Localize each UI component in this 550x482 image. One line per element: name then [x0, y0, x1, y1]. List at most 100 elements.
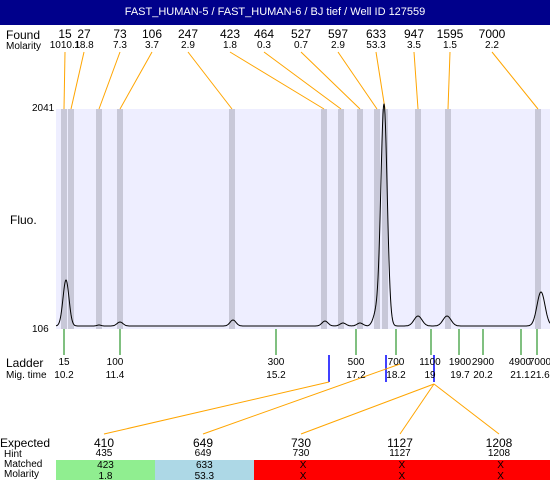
peak-leader-line: [447, 51, 451, 110]
ladder-mig-time: 17.2: [346, 370, 366, 381]
matched-value: X: [299, 460, 307, 471]
ladder-mig-time: 11.4: [105, 370, 125, 381]
ladder-size: 15: [58, 357, 70, 368]
ladder-size: 4900: [508, 357, 532, 368]
peak-leader-line: [375, 51, 386, 110]
fluorescence-trace: [55, 103, 550, 327]
peak-leader-line: [300, 51, 361, 110]
expected-size: 730: [290, 436, 312, 450]
ladder-size: 2900: [471, 357, 495, 368]
ladder-mig-time: 20.2: [473, 370, 493, 381]
ladder-label: Ladder: [6, 356, 44, 370]
y-min-label: 106: [32, 324, 49, 335]
found-peak-size: 527: [290, 27, 312, 41]
found-peak-molarity: 3.7: [145, 40, 159, 51]
found-peak-molarity: 2.2: [485, 40, 499, 51]
expected-size: 410: [93, 436, 115, 450]
peak-band: [229, 109, 235, 329]
found-peak-size: 633: [365, 27, 387, 41]
found-peak-molarity: 0.3: [257, 40, 271, 51]
peak-leader-line: [98, 51, 121, 110]
found-peak-molarity: 1.8: [223, 40, 237, 51]
found-peak-size: 423: [219, 27, 241, 41]
window-title: FAST_HUMAN-5 / FAST_HUMAN-6 / BJ tief / …: [0, 0, 550, 25]
expected-size: 649: [192, 436, 214, 450]
peak-band: [61, 109, 67, 329]
matched-molarity: 1.8: [98, 471, 113, 482]
matched-label: Matched: [4, 459, 43, 470]
peak-band: [357, 109, 363, 329]
found-peak-molarity: 2.9: [331, 40, 345, 51]
found-peak-molarity: 0.7: [294, 40, 308, 51]
found-peak-size: 947: [403, 27, 425, 41]
expected-leader-line: [399, 383, 435, 435]
plot-area: [56, 109, 550, 329]
peak-band: [445, 109, 451, 329]
peak-leader-line: [337, 51, 378, 110]
expected-leader-line: [300, 383, 435, 435]
found-peak-molarity: 1010.1: [49, 40, 81, 51]
ladder-mig-time: 19: [424, 370, 436, 381]
expected-leader-line: [103, 381, 330, 435]
migration-time-label: Mig. time: [6, 370, 47, 381]
ladder-size: 300: [267, 357, 285, 368]
peak-band: [338, 109, 344, 329]
found-peak-size: 464: [253, 27, 275, 41]
found-peak-molarity: 7.3: [113, 40, 127, 51]
found-peak-size: 106: [141, 27, 163, 41]
peak-band: [415, 109, 421, 329]
y-max-label: 2041: [32, 103, 55, 114]
matched-cell: 423 1.8: [56, 460, 155, 482]
expected-hint: 1208: [487, 448, 511, 459]
expected-hint: 435: [95, 448, 113, 459]
found-peak-molarity: 2.9: [181, 40, 195, 51]
found-label: Found: [6, 28, 41, 42]
ladder-mig-time: 19.7: [450, 370, 470, 381]
peak-leader-line: [229, 51, 325, 110]
hint-label: Hint: [4, 449, 22, 460]
peak-leader-line: [491, 51, 539, 110]
matched-value: X: [497, 460, 504, 471]
ladder-mig-time: 10.2: [54, 370, 74, 381]
peak-band: [535, 109, 541, 329]
peak-band: [321, 109, 327, 329]
peak-band: [382, 109, 388, 329]
ladder-size: 700: [387, 357, 405, 368]
found-peak-molarity: 18.8: [74, 40, 94, 51]
found-peak-size: 597: [327, 27, 349, 41]
ladder-mig-time: 15.2: [266, 370, 286, 381]
matched-molarity: X: [299, 471, 307, 482]
expected-size: 1208: [485, 436, 513, 450]
expected-hint: 649: [194, 448, 212, 459]
ladder-size: 1900: [448, 357, 472, 368]
found-peak-size: 27: [77, 27, 91, 41]
expected-hint: 730: [292, 448, 310, 459]
peak-leader-line: [187, 51, 233, 110]
ladder-mig-time: 21.1: [510, 370, 530, 381]
fluo-label: Fluo.: [10, 213, 37, 227]
expected-size: 1127: [387, 436, 413, 450]
ladder-size: 7000: [528, 357, 550, 368]
found-peak-size: 15: [58, 27, 72, 41]
peak-leader-line: [70, 51, 85, 110]
matched-cell: 633 53.3: [154, 460, 254, 482]
matched-value: 423: [97, 460, 114, 471]
found-peak-size: 73: [113, 27, 127, 41]
ladder-mig-time: 21.6: [530, 370, 550, 381]
expected-label: Expected: [0, 436, 51, 450]
peak-band: [68, 109, 74, 329]
expected-leader-line: [202, 363, 401, 435]
found-peak-molarity: 53.3: [366, 40, 386, 51]
matched-molarity: 53.3: [194, 471, 215, 482]
peak-leader-line: [63, 51, 66, 110]
peak-band: [96, 109, 102, 329]
found-peak-size: 247: [177, 27, 199, 41]
found-peak-size: 7000: [478, 27, 506, 41]
matched-value: 633: [195, 460, 213, 471]
peak-leader-line: [119, 51, 153, 110]
peak-leader-line: [263, 51, 342, 110]
